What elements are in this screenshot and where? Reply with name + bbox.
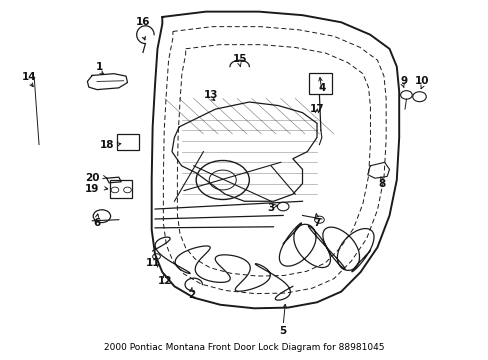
Text: 18: 18	[99, 140, 114, 149]
Text: 3: 3	[267, 203, 274, 213]
Text: 1: 1	[96, 62, 103, 72]
Text: 12: 12	[157, 276, 172, 286]
Text: 5: 5	[279, 326, 286, 336]
Text: 19: 19	[85, 184, 99, 194]
Text: 17: 17	[309, 104, 324, 114]
Text: 2: 2	[187, 290, 195, 300]
Text: 11: 11	[145, 258, 160, 268]
Text: 15: 15	[232, 54, 246, 64]
Text: 7: 7	[313, 217, 320, 228]
Text: 20: 20	[85, 173, 99, 183]
Text: 8: 8	[378, 179, 385, 189]
Text: 14: 14	[22, 72, 37, 82]
Text: 6: 6	[93, 217, 101, 228]
Text: 10: 10	[414, 76, 429, 86]
Text: 16: 16	[136, 17, 150, 27]
Text: 9: 9	[400, 76, 407, 86]
Text: 13: 13	[203, 90, 218, 100]
Text: 2000 Pontiac Montana Front Door Lock Diagram for 88981045: 2000 Pontiac Montana Front Door Lock Dia…	[104, 343, 384, 352]
Text: 4: 4	[318, 83, 325, 93]
